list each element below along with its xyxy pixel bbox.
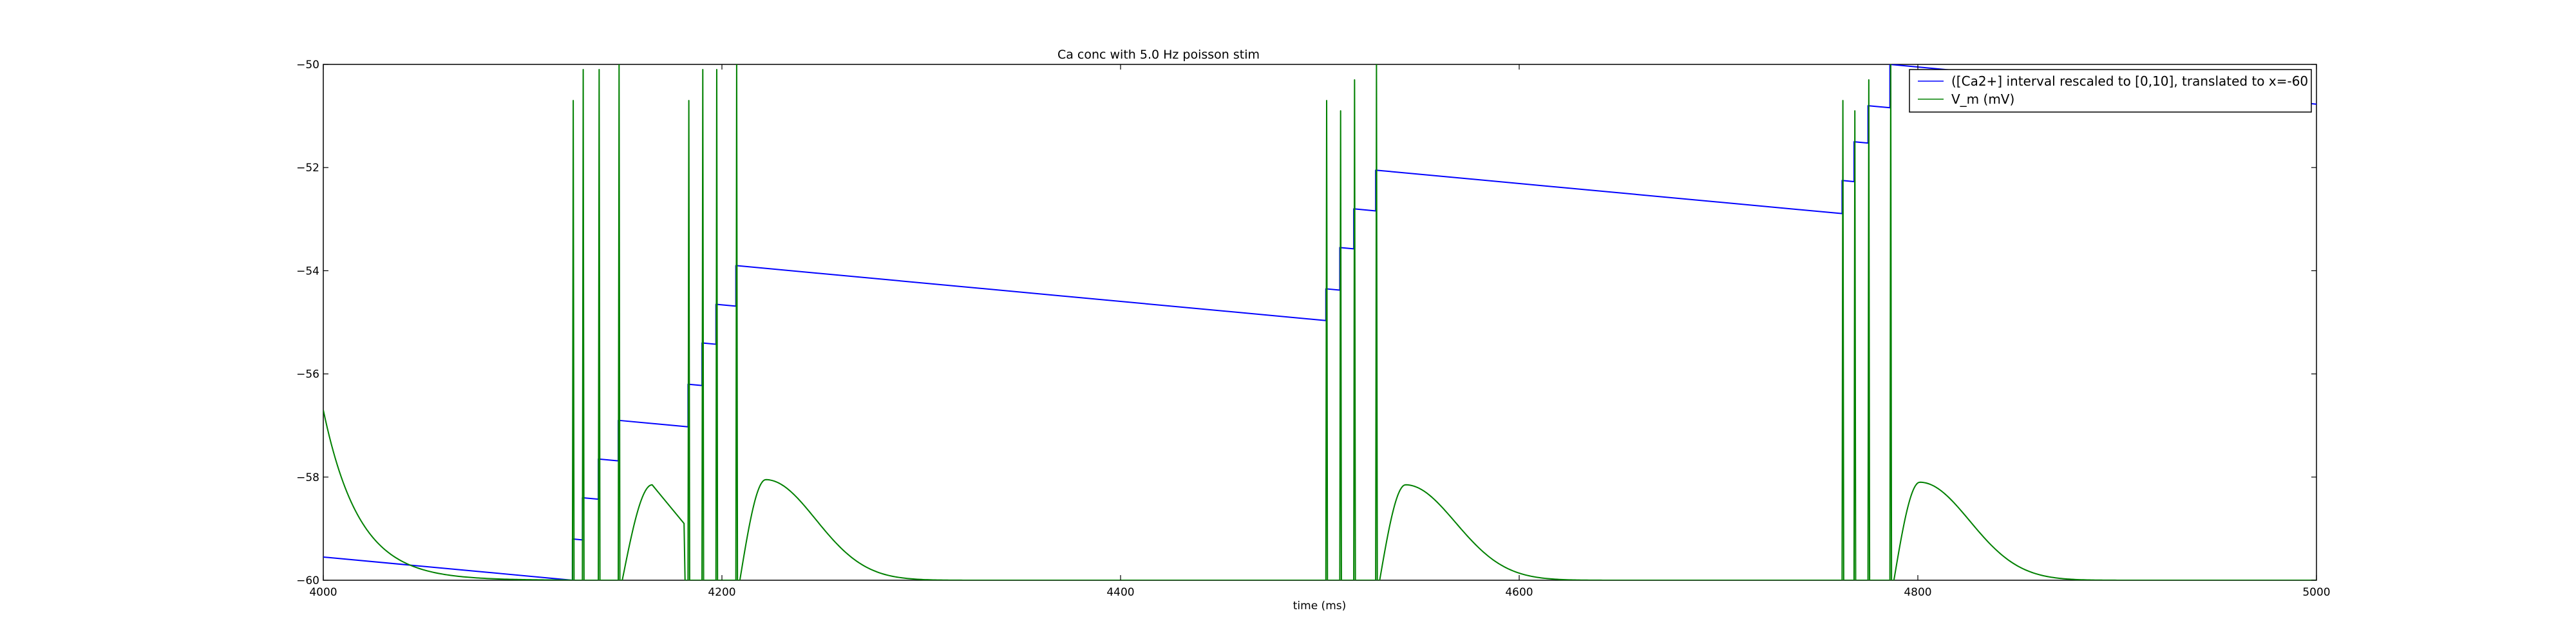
x-tick-label: 4800 bbox=[1904, 586, 1931, 599]
series-layer bbox=[323, 64, 2316, 580]
x-tick-label: 5000 bbox=[2302, 586, 2330, 599]
x-axis: 4000 4200 4400 4600 4800 5000 bbox=[309, 64, 2331, 599]
y-tick-label: −54 bbox=[296, 265, 319, 278]
y-tick-label: −56 bbox=[296, 368, 319, 381]
y-tick-label: −52 bbox=[296, 162, 319, 175]
x-tick-label: 4200 bbox=[708, 586, 735, 599]
chart-title: Ca conc with 5.0 Hz poisson stim bbox=[1057, 48, 1260, 62]
x-tick-label: 4000 bbox=[309, 586, 337, 599]
y-tick-label: −50 bbox=[296, 59, 319, 71]
y-tick-label: −58 bbox=[296, 471, 319, 484]
plot-frame bbox=[323, 64, 2317, 581]
plot-area bbox=[323, 64, 2317, 581]
legend-box bbox=[1909, 69, 2312, 113]
x-tick-label: 4600 bbox=[1505, 586, 1533, 599]
series-line-vm bbox=[323, 64, 2316, 580]
legend: ([Ca2+] interval rescaled to [0,10], tra… bbox=[1909, 69, 2312, 113]
legend-label-vm: V_m (mV) bbox=[1951, 91, 2014, 107]
y-tick-label: −60 bbox=[296, 574, 319, 587]
y-axis: −60 −58 −56 −54 −52 −50 bbox=[296, 59, 2316, 587]
x-axis-label: time (ms) bbox=[1293, 600, 1347, 612]
legend-label-ca: ([Ca2+] interval rescaled to [0,10], tra… bbox=[1951, 73, 2308, 89]
x-tick-label: 4400 bbox=[1106, 586, 1134, 599]
